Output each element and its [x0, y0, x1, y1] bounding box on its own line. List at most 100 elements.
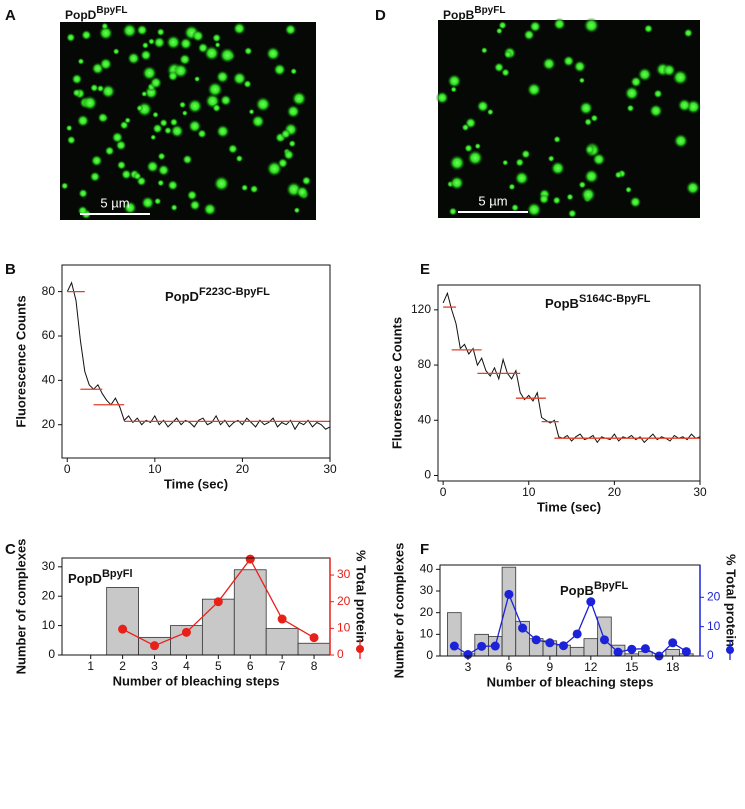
fluorescent-spot [547, 155, 555, 163]
fluorescent-spot [523, 29, 535, 41]
fluorescent-spot [614, 171, 623, 179]
percent-point [668, 638, 678, 648]
scale-bar-label: 5 µm [478, 193, 507, 208]
panel-letter: C [5, 541, 16, 558]
y-tick-label: 80 [418, 357, 432, 371]
fluorescent-spot [630, 76, 642, 88]
fluorescent-spot [566, 193, 574, 201]
fluorescent-spot [677, 98, 692, 113]
y-tick-label: 40 [42, 373, 56, 387]
panel-label: PopBBpyFL [560, 580, 628, 599]
y2-tick-label: 30 [337, 567, 351, 581]
fluorescent-spot [164, 126, 172, 135]
micrograph [438, 20, 700, 218]
fluorescent-spot [280, 128, 291, 140]
label-text: PopD [165, 289, 199, 304]
fluorescent-spot [186, 189, 198, 201]
fluorescent-spot [498, 21, 507, 30]
x-tick-label: 8 [311, 659, 318, 673]
fluorescent-spot [625, 186, 632, 194]
fluorescent-spot [295, 185, 309, 199]
fluorescent-spot [293, 207, 301, 214]
fluorescent-spot [197, 129, 207, 139]
y-tick-label: 40 [420, 562, 434, 576]
fluorescent-spot [467, 149, 484, 166]
bar [569, 646, 585, 657]
fluorescent-spot [101, 84, 116, 99]
fluorescent-spot [562, 55, 575, 67]
fluorescent-spot [146, 160, 159, 173]
fluorescent-spot [170, 203, 178, 212]
fluorescent-spot [179, 53, 191, 66]
percent-point [477, 641, 487, 651]
fluorescent-spot [673, 133, 689, 149]
percent-point [245, 554, 255, 564]
fluorescent-spot [629, 196, 642, 208]
fluorescent-spot [291, 91, 307, 107]
fluorescent-spot [72, 88, 81, 98]
fluorescent-spot [153, 197, 162, 205]
fluorescent-spot [78, 188, 88, 199]
label-sup: BpyFl [102, 568, 133, 580]
fluorescent-spot [212, 33, 222, 43]
fluorescent-spot [156, 27, 165, 37]
fluorescent-spot [207, 81, 223, 98]
x-tick-label: 4 [183, 659, 190, 673]
fluorescent-spot [495, 27, 503, 35]
fluorescent-spot [170, 124, 184, 138]
fluorescent-spot [578, 77, 586, 84]
fluorescent-spot [251, 114, 265, 129]
fluorescent-spot [529, 20, 542, 33]
fluorescent-spot [255, 96, 271, 113]
panel-letter: E [420, 261, 430, 278]
fluorescent-spot [111, 131, 124, 144]
panel-label: PopBS164C-BpyFL [545, 293, 651, 312]
y-axis-label: Fluorescence Counts [389, 317, 404, 449]
fluorescent-spot [584, 118, 593, 126]
label-sup: S164C-BpyFL [579, 293, 651, 305]
fluorescent-spot [166, 35, 181, 50]
bar [665, 649, 680, 657]
fluorescent-spot [99, 57, 113, 71]
trace [442, 291, 701, 444]
fluorescent-spot [241, 184, 249, 192]
y-tick-label: 20 [42, 417, 56, 431]
fluorescent-spot [585, 144, 595, 155]
fluorescent-spot [580, 187, 596, 203]
fluorescent-spot [141, 65, 157, 81]
fluorescent-spot [573, 60, 587, 73]
fluorescent-spot [476, 100, 490, 113]
y-tick-label: 20 [42, 588, 56, 602]
fluorescent-spot [212, 103, 221, 113]
fluorescent-spot [157, 179, 165, 187]
fluorescent-spot [141, 196, 155, 210]
fluorescent-spot [288, 139, 297, 148]
fluorescent-spot [643, 24, 653, 34]
fluorescent-spot [121, 169, 132, 180]
fluorescent-spot [116, 160, 127, 170]
y-tick-label: 10 [420, 627, 434, 641]
fluorescent-spot [249, 184, 259, 194]
label-sup: BpyFL [96, 5, 127, 16]
percent-point [181, 627, 191, 637]
y-tick-label: 20 [420, 605, 434, 619]
fluorescent-spot [219, 94, 232, 107]
fluorescent-spot [191, 29, 205, 43]
fluorescent-spot [153, 36, 166, 49]
legend-marker [356, 645, 364, 653]
fluorescent-spot [578, 180, 587, 189]
fluorescent-spot [550, 161, 566, 176]
y-tick-label: 40 [418, 412, 432, 426]
fluorescent-spot [98, 25, 113, 41]
fluorescent-spot [104, 145, 115, 156]
fluorescent-spot [136, 104, 144, 112]
fluorescent-spot [141, 41, 149, 49]
trace [66, 281, 331, 431]
fluorescent-spot [521, 149, 531, 159]
y2-tick-label: 20 [707, 589, 721, 603]
scale-bar-label: 5 µm [100, 195, 129, 210]
fluorescent-spot [265, 46, 281, 61]
plot-frame [437, 284, 701, 482]
fluorescent-spot [136, 176, 147, 187]
